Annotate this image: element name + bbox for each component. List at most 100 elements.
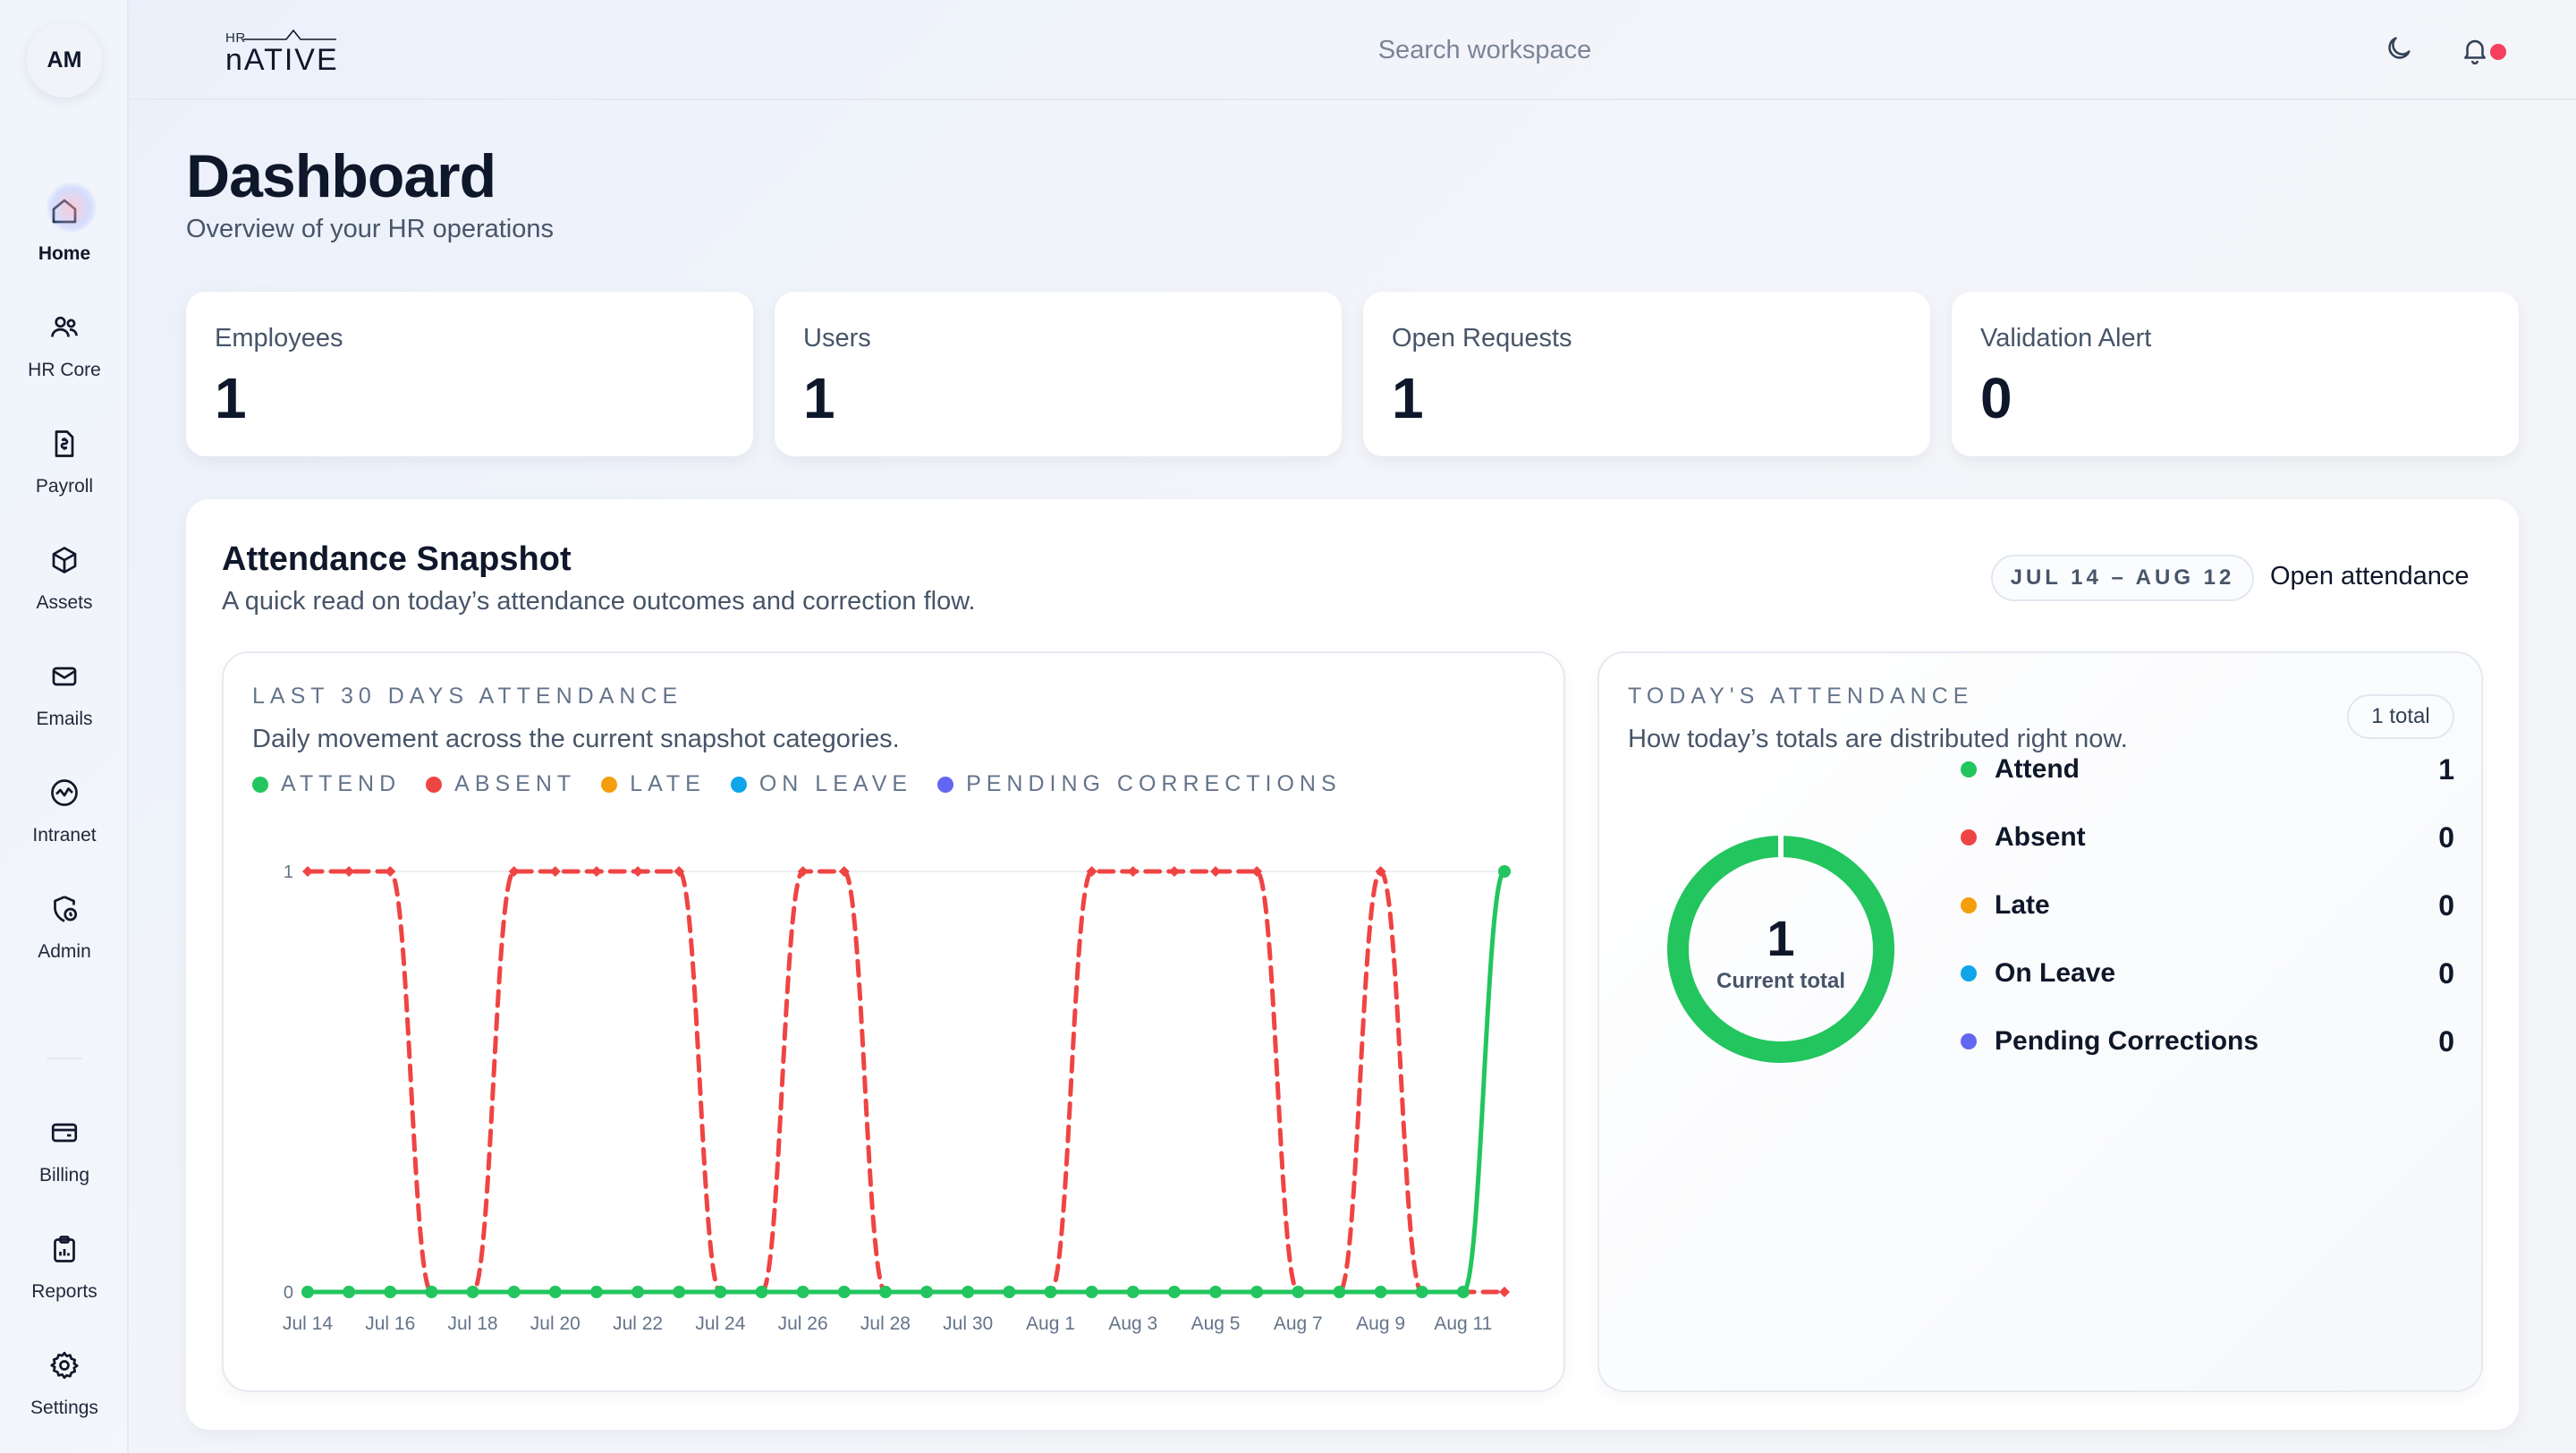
data-point-attend [1333,1286,1346,1298]
open-attendance-link[interactable]: Open attendance [2270,562,2470,591]
donut-total-caption: Current total [1716,969,1845,993]
legend-item-late[interactable]: LATE [601,771,706,797]
data-point-attend [1126,1286,1140,1298]
sidebar-item-emails[interactable]: Emails [0,641,129,739]
chart-eyebrow: LAST 30 DAYS ATTENDANCE [252,684,683,709]
stat-row-absent: Absent 0 [1961,820,2454,855]
x-tick-label: Jul 30 [943,1313,993,1334]
x-tick-label: Jul 16 [365,1313,415,1334]
legend-item-pending-corrections[interactable]: PENDING CORRECTIONS [937,771,1342,797]
kpi-card-validation-alert[interactable]: Validation Alert 0 [1952,292,2519,456]
sidebar-item-reports[interactable]: Reports [0,1213,129,1312]
x-tick-label: Jul 24 [695,1313,745,1334]
status-dot [1961,761,1977,777]
sidebar-item-settings[interactable]: Settings [0,1330,129,1428]
data-point-attend [301,1286,314,1298]
avatar[interactable]: AM [27,22,102,98]
data-point-attend [673,1286,686,1298]
users-icon [47,310,82,345]
total-badge: 1 total [2347,694,2454,739]
legend-dot [937,776,954,793]
legend-item-attend[interactable]: ATTEND [252,771,401,797]
brand-prefix: HR [225,30,246,46]
brand-logo[interactable]: HR nATIVE [225,27,342,77]
x-tick-label: Jul 22 [613,1313,663,1334]
kpi-card-open-requests[interactable]: Open Requests 1 [1363,292,1930,456]
data-point-attend [466,1286,479,1298]
notifications-button[interactable] [2460,32,2506,68]
series-line-attend [305,869,1507,1295]
stat-label: Pending Corrections [1995,1026,2259,1056]
x-tick-label: Aug 11 [1434,1313,1492,1334]
sidebar-item-hr-core[interactable]: HR Core [0,292,129,390]
stat-label: Attend [1995,754,2080,784]
status-dot [1961,1033,1977,1049]
date-range-badge[interactable]: JUL 14 – AUG 12 [1991,555,2254,601]
payroll-icon [47,426,82,462]
brand-mark-icon [243,29,336,40]
legend-dot [252,776,268,793]
data-point-absent [1127,866,1139,877]
data-point-absent [302,866,313,877]
data-point-absent [1499,1287,1510,1297]
x-tick-label: Jul 18 [448,1313,498,1334]
stat-label: Late [1995,890,2050,920]
legend-item-absent[interactable]: ABSENT [426,771,576,797]
activity-icon [47,775,82,811]
data-point-attend [920,1286,934,1298]
gear-icon [47,1347,82,1383]
kpi-value: 1 [1392,366,1424,430]
data-point-attend [1250,1286,1264,1298]
status-dot [1961,897,1977,913]
data-point-attend [755,1286,768,1298]
data-point-attend [425,1286,438,1298]
sidebar-item-label: Emails [36,709,93,729]
data-point-attend [878,1286,892,1298]
attendance-line-chart: 0 1 Jul 14 Jul 16 Jul 18 Jul 20 Jul 22 Jul 24 Ju… [283,862,1511,1334]
legend-label: ATTEND [281,771,402,796]
legend-label: PENDING CORRECTIONS [966,771,1342,796]
sidebar-item-billing[interactable]: Billing [0,1097,129,1195]
kpi-value: 1 [803,366,835,430]
stat-label: On Leave [1995,958,2116,988]
data-point-absent [1251,866,1263,877]
sidebar-item-intranet[interactable]: Intranet [0,757,129,855]
section-subtitle: A quick read on today’s attendance outco… [222,587,976,616]
data-point-absent [797,866,809,877]
kpi-value: 1 [215,366,247,430]
data-point-absent [508,866,520,877]
sidebar-item-label: HR Core [28,360,101,380]
brand-name: nATIVE [225,43,339,77]
x-tick-label: Jul 26 [778,1313,828,1334]
stat-label: Absent [1995,822,2086,852]
sidebar-item-assets[interactable]: Assets [0,524,129,623]
sidebar-item-home[interactable]: Home [0,175,129,274]
data-point-attend [1498,865,1511,878]
sidebar-item-payroll[interactable]: Payroll [0,408,129,506]
kpi-card-employees[interactable]: Employees 1 [186,292,753,456]
chart-subtitle: Daily movement across the current snapsh… [252,725,900,753]
chart-legend: ATTEND ABSENT LATE ON LEAVE PENDING CORR… [252,771,1342,797]
data-point-attend [548,1286,562,1298]
page-subtitle: Overview of your HR operations [186,215,554,243]
x-tick-label: Jul 14 [283,1313,333,1334]
sidebar-item-label: Payroll [35,476,94,497]
kpi-card-users[interactable]: Users 1 [775,292,1342,456]
data-point-absent [1168,866,1180,877]
legend-item-on-leave[interactable]: ON LEAVE [730,771,912,797]
donut-center: 1 Current total [1660,828,1902,1070]
admin-icon [47,891,82,927]
sidebar-item-admin[interactable]: Admin [0,873,129,972]
kpi-label: Users [803,324,871,353]
stat-row-late: Late 0 [1961,888,2454,923]
data-point-attend [714,1286,727,1298]
kpi-label: Validation Alert [1980,324,2152,353]
stat-value: 0 [2438,956,2454,990]
data-point-attend [962,1286,975,1298]
today-eyebrow: TODAY'S ATTENDANCE [1628,684,1974,709]
theme-toggle[interactable] [2381,32,2417,68]
sidebar-divider [47,1058,82,1059]
legend-label: ABSENT [454,771,577,796]
search-input[interactable] [1199,27,1771,73]
bell-icon [2460,35,2490,70]
